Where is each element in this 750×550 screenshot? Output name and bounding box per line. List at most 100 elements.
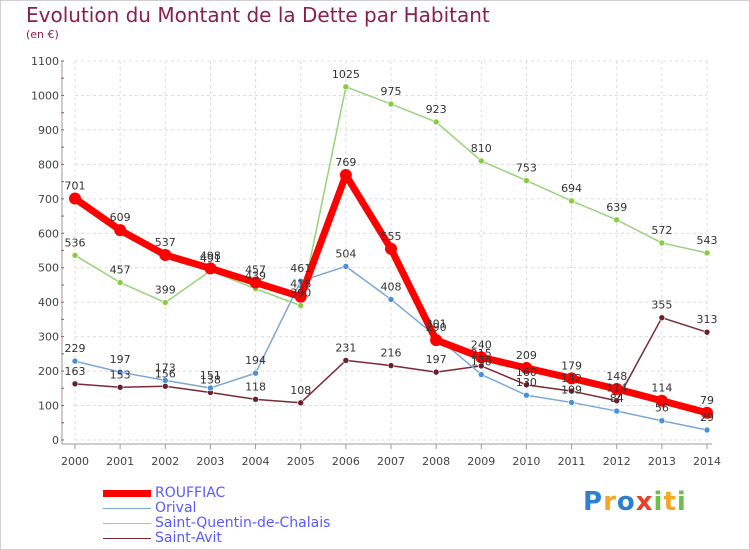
data-point xyxy=(613,216,621,224)
data-point xyxy=(477,371,485,378)
x-tick-label: 2008 xyxy=(422,455,450,468)
data-label: 194 xyxy=(245,354,266,367)
data-label: 108 xyxy=(290,384,311,397)
data-point xyxy=(297,302,305,309)
logo-letter: i xyxy=(676,487,687,517)
data-label: 769 xyxy=(335,156,356,169)
data-point xyxy=(523,177,530,184)
y-tick-label: 1000 xyxy=(31,89,59,102)
logo-letter: P xyxy=(583,487,604,517)
data-label: 153 xyxy=(110,368,131,381)
legend-swatch xyxy=(103,489,151,497)
data-label: 109 xyxy=(561,383,582,396)
legend-item-saint-avit: Saint-Avit xyxy=(103,530,222,546)
data-point xyxy=(430,334,443,347)
data-label: 229 xyxy=(65,342,86,355)
data-point xyxy=(71,380,79,388)
data-point xyxy=(387,296,395,303)
y-tick-label: 300 xyxy=(38,331,59,344)
data-point xyxy=(523,381,530,389)
data-label: 138 xyxy=(200,373,221,386)
x-tick-label: 2013 xyxy=(648,455,676,468)
data-label: 84 xyxy=(610,392,624,405)
x-tick-label: 2001 xyxy=(106,455,134,468)
data-label: 609 xyxy=(110,211,131,224)
data-point xyxy=(701,406,713,419)
data-point xyxy=(161,382,169,390)
data-label: 975 xyxy=(381,85,402,98)
data-label: 1025 xyxy=(332,68,360,81)
logo-letter: x xyxy=(635,487,654,517)
data-point xyxy=(116,279,124,286)
data-point xyxy=(159,248,172,261)
data-point xyxy=(69,192,81,205)
x-tick-label: 2007 xyxy=(377,455,405,468)
data-label: 163 xyxy=(65,365,86,378)
data-point xyxy=(523,391,530,399)
data-label: 209 xyxy=(516,349,537,362)
data-label: 390 xyxy=(290,287,311,300)
x-tick-label: 2014 xyxy=(693,455,721,468)
legend-item-rouffiac: ROUFFIAC xyxy=(103,485,225,501)
y-tick-label: 0 xyxy=(52,434,59,447)
y-tick-label: 500 xyxy=(38,262,59,275)
data-label: 536 xyxy=(65,236,86,249)
x-tick-label: 2011 xyxy=(558,455,586,468)
data-point xyxy=(613,407,621,415)
data-label: 216 xyxy=(381,347,402,360)
data-point xyxy=(342,263,350,270)
data-point xyxy=(116,383,124,391)
data-point xyxy=(204,262,217,275)
x-tick-label: 2005 xyxy=(287,455,315,468)
data-label: 639 xyxy=(606,201,627,214)
data-label: 301 xyxy=(426,317,447,330)
data-label: 543 xyxy=(697,234,718,247)
legend-label: Saint-Quentin-de-Chalais xyxy=(155,515,331,531)
legend-item-saint-quentin-de-chalais: Saint-Quentin-de-Chalais xyxy=(103,515,330,531)
data-label: 416 xyxy=(290,278,311,291)
chart-subtitle: (en €) xyxy=(26,28,59,41)
y-tick-label: 1100 xyxy=(31,55,59,68)
data-point xyxy=(387,100,395,108)
y-tick-label: 900 xyxy=(38,124,59,137)
data-label: 29 xyxy=(700,411,714,424)
logo-letter: t xyxy=(663,487,677,517)
logo-letter: i xyxy=(653,487,664,517)
x-tick-label: 2000 xyxy=(61,455,89,468)
data-label: 130 xyxy=(516,376,537,389)
data-label: 694 xyxy=(561,182,582,195)
data-point xyxy=(71,252,79,259)
data-label: 197 xyxy=(426,353,447,366)
data-point xyxy=(703,249,711,257)
y-tick-label: 800 xyxy=(38,158,59,171)
data-label: 240 xyxy=(471,338,492,351)
data-point xyxy=(161,377,169,384)
data-label: 498 xyxy=(200,249,221,262)
data-label: 190 xyxy=(471,356,492,369)
data-point xyxy=(658,239,666,247)
data-point xyxy=(432,368,440,376)
data-point xyxy=(568,399,575,406)
data-point xyxy=(339,169,352,182)
legend-label: ROUFFIAC xyxy=(155,485,226,501)
data-label: 504 xyxy=(335,247,356,260)
data-point xyxy=(207,384,214,392)
data-label: 457 xyxy=(110,264,131,277)
x-tick-label: 2002 xyxy=(151,455,179,468)
data-point xyxy=(477,157,485,165)
data-point xyxy=(116,368,124,376)
x-tick-label: 2012 xyxy=(603,455,631,468)
data-point xyxy=(249,276,262,289)
data-label: 810 xyxy=(471,142,492,155)
data-point xyxy=(161,299,169,306)
y-tick-label: 200 xyxy=(38,365,59,378)
data-point xyxy=(342,83,350,91)
data-point xyxy=(475,351,488,364)
data-label: 439 xyxy=(245,270,266,283)
legend-swatch xyxy=(103,537,151,539)
data-label: 701 xyxy=(65,179,86,192)
data-label: 461 xyxy=(290,262,311,275)
legend-label: Saint-Avit xyxy=(155,530,222,546)
